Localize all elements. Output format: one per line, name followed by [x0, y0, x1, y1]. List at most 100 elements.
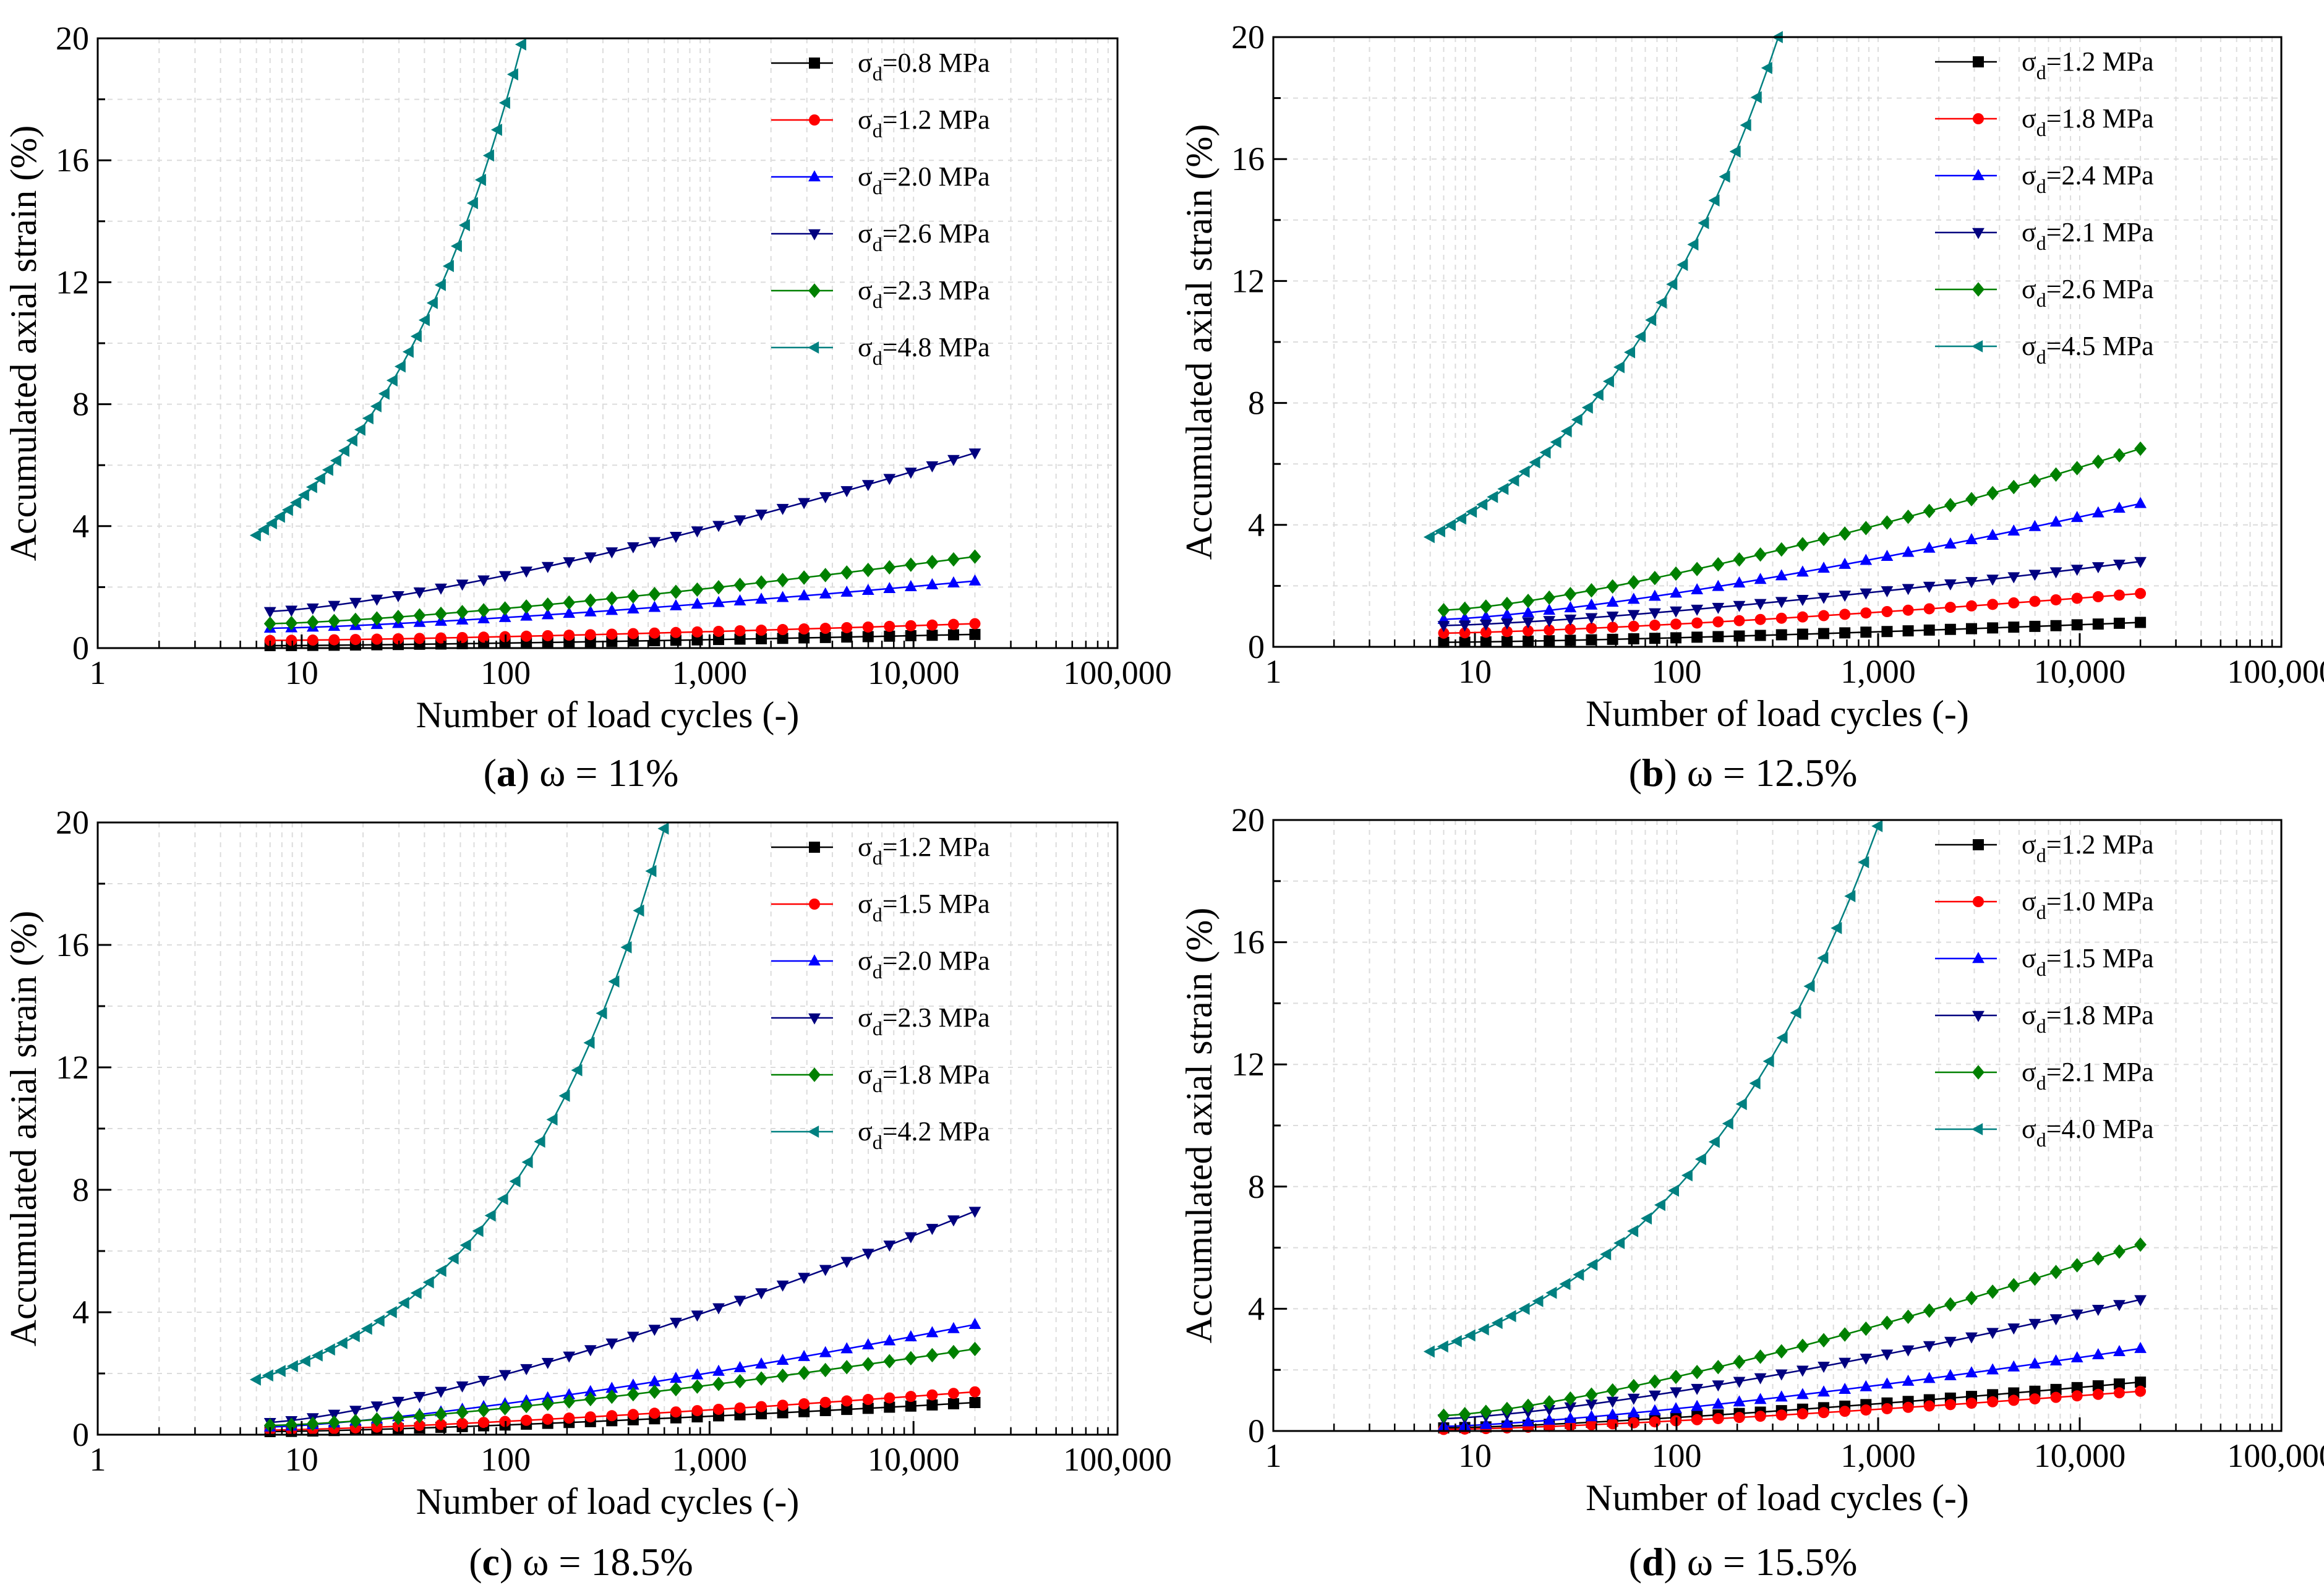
data-point — [1564, 601, 1577, 613]
data-point — [450, 240, 462, 252]
data-point — [776, 1280, 789, 1292]
data-point — [1455, 512, 1467, 525]
caption-d: (d) ω = 15.5% — [1628, 1540, 1858, 1584]
data-point — [521, 630, 532, 642]
data-point — [1860, 1404, 1872, 1416]
legend-label: σd=4.0 MPa — [2022, 1114, 2154, 1151]
data-point — [819, 568, 832, 583]
legend-marker — [1973, 896, 1984, 907]
data-point — [2071, 592, 2083, 604]
data-point — [349, 1406, 362, 1417]
data-point — [328, 1409, 341, 1421]
data-point — [2134, 497, 2147, 508]
data-point — [2134, 1341, 2147, 1353]
legend-label: σd=0.8 MPa — [858, 48, 990, 85]
data-point — [2008, 621, 2020, 633]
data-point — [370, 611, 383, 626]
legend-item: σd=1.8 MPa — [1935, 1000, 2154, 1037]
series-b-5 — [1423, 31, 1783, 544]
data-point — [755, 510, 767, 521]
data-point — [1501, 1401, 1513, 1417]
data-point — [1944, 537, 1957, 549]
data-point — [1634, 330, 1646, 343]
data-point — [1501, 636, 1513, 647]
data-point — [1539, 446, 1551, 459]
data-point — [1750, 91, 1762, 104]
data-point — [1543, 1404, 1556, 1416]
data-point — [1860, 553, 1873, 565]
data-point — [2008, 597, 2020, 609]
data-point — [1602, 375, 1614, 388]
data-point — [257, 523, 269, 536]
data-point — [1818, 1407, 1830, 1419]
data-point — [1573, 1268, 1584, 1281]
legend-item: σd=0.8 MPa — [771, 48, 990, 85]
data-point — [798, 1349, 811, 1361]
data-point — [1986, 574, 1999, 586]
data-point — [947, 455, 960, 466]
data-point — [1796, 537, 1809, 552]
data-point — [1694, 1153, 1706, 1166]
data-point — [626, 542, 639, 553]
legend-marker — [1972, 1065, 1984, 1080]
data-point — [733, 1360, 746, 1372]
data-point — [904, 1351, 917, 1366]
legend-item: σd=1.0 MPa — [1935, 886, 2154, 923]
y-tick-label: 16 — [56, 142, 89, 179]
data-point — [1712, 1397, 1725, 1409]
data-point — [1839, 627, 1851, 639]
data-point — [627, 1409, 639, 1420]
legend-marker — [809, 114, 820, 126]
data-point — [314, 472, 325, 485]
data-point — [776, 503, 789, 515]
series-line — [256, 828, 665, 1381]
data-point — [558, 1090, 570, 1102]
y-tick-label: 20 — [56, 20, 89, 57]
data-point — [1687, 238, 1699, 251]
data-point — [484, 1209, 496, 1222]
y-tick-label: 0 — [72, 630, 89, 667]
y-tick-label: 4 — [1248, 1290, 1265, 1327]
data-point — [285, 615, 298, 631]
data-point — [649, 635, 660, 647]
data-point — [840, 565, 853, 580]
data-point — [1670, 586, 1682, 598]
data-point — [1670, 1387, 1682, 1399]
data-point — [2050, 1391, 2062, 1403]
data-point — [1966, 1398, 1978, 1409]
data-point — [370, 1412, 383, 1427]
data-point — [1627, 1393, 1640, 1405]
data-point — [2049, 1265, 2062, 1279]
data-point — [541, 597, 554, 612]
caption-b-letter: b — [1641, 751, 1664, 795]
data-point — [418, 314, 430, 327]
data-point — [1902, 1401, 1914, 1413]
legend-a: σd=0.8 MPa σd=1.2 MPa σd=2.0 MPa σd=2.6 MPa… — [771, 48, 990, 369]
panel-b: 1 10 100 1,000 10,000 100,000 0 4 8 12 16 20 Number … — [1162, 0, 2324, 796]
data-point — [435, 1386, 447, 1398]
panel-d: 1 10 100 1,000 10,000 100,000 0 4 8 12 16 20 Number … — [1162, 796, 2324, 1593]
data-point — [1923, 1303, 1936, 1318]
data-point — [1712, 1412, 1724, 1424]
data-point — [1491, 1317, 1503, 1330]
data-point — [1437, 1408, 1450, 1423]
data-point — [1691, 617, 1703, 629]
legend-item: σd=4.5 MPa — [1935, 331, 2154, 368]
data-point — [398, 1297, 409, 1309]
data-point — [2028, 519, 2041, 531]
x-tick-label: 10 — [285, 654, 318, 691]
data-point — [819, 623, 831, 634]
data-point — [2028, 1271, 2041, 1286]
data-point — [926, 578, 939, 589]
data-point — [605, 591, 618, 606]
data-point — [563, 595, 576, 610]
data-point — [1839, 591, 1852, 602]
data-point — [458, 219, 470, 232]
x-tick-label: 1 — [90, 654, 106, 691]
x-axis-title-c: Number of load cycles (-) — [416, 1481, 800, 1522]
legend-label: σd=2.1 MPa — [2022, 217, 2154, 254]
y-tick-label: 8 — [72, 386, 89, 423]
data-point — [1965, 1291, 1978, 1305]
data-point — [1543, 616, 1556, 628]
data-point — [456, 1405, 469, 1420]
